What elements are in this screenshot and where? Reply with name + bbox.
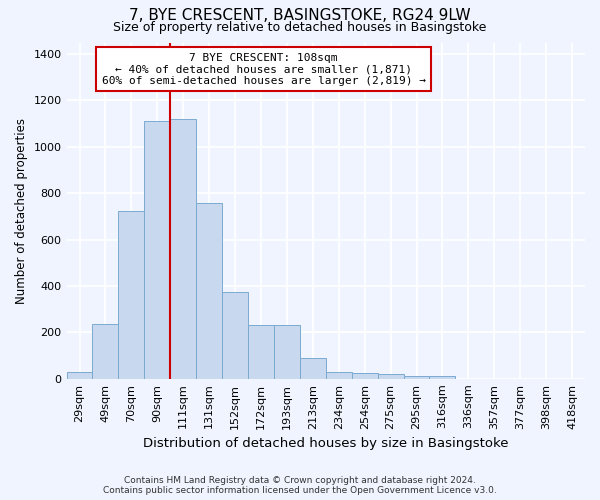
X-axis label: Distribution of detached houses by size in Basingstoke: Distribution of detached houses by size … [143, 437, 509, 450]
Text: 7 BYE CRESCENT: 108sqm
← 40% of detached houses are smaller (1,871)
60% of semi-: 7 BYE CRESCENT: 108sqm ← 40% of detached… [101, 52, 425, 86]
Bar [404, 376, 430, 379]
Bar [248, 326, 274, 379]
Bar [92, 324, 118, 379]
Bar [326, 372, 352, 379]
Bar [145, 122, 170, 379]
Bar [222, 292, 248, 379]
Bar [274, 326, 300, 379]
Text: Size of property relative to detached houses in Basingstoke: Size of property relative to detached ho… [113, 21, 487, 34]
Bar [67, 372, 92, 379]
Bar [352, 373, 377, 379]
Bar [300, 358, 326, 379]
Bar [377, 374, 404, 379]
Bar [430, 376, 455, 379]
Bar [118, 210, 145, 379]
Text: 7, BYE CRESCENT, BASINGSTOKE, RG24 9LW: 7, BYE CRESCENT, BASINGSTOKE, RG24 9LW [129, 8, 471, 22]
Bar [170, 119, 196, 379]
Y-axis label: Number of detached properties: Number of detached properties [15, 118, 28, 304]
Text: Contains HM Land Registry data © Crown copyright and database right 2024.
Contai: Contains HM Land Registry data © Crown c… [103, 476, 497, 495]
Bar [196, 202, 222, 379]
